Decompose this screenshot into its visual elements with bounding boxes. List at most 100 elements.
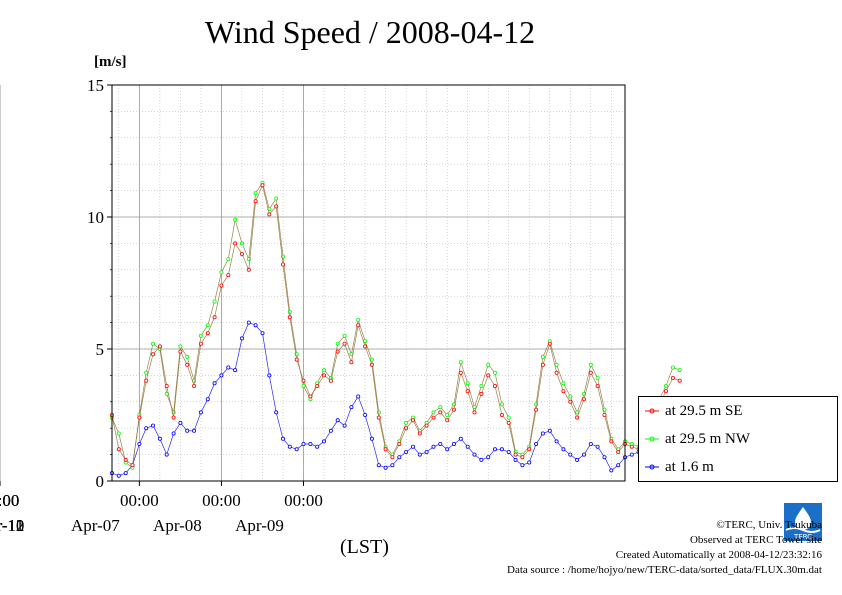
y-tick-label: 5 <box>96 340 105 359</box>
data-point <box>239 251 244 256</box>
legend-entry-nw: at 29.5 m NW <box>645 428 750 450</box>
data-point <box>349 405 354 410</box>
data-point <box>356 394 361 399</box>
data-point <box>513 457 518 462</box>
data-point <box>171 431 176 436</box>
data-point <box>451 441 456 446</box>
data-point <box>239 336 244 341</box>
data-point <box>486 373 491 378</box>
data-point <box>431 444 436 449</box>
data-point <box>192 383 197 388</box>
data-point <box>595 383 600 388</box>
x-tick-date: Apr-10 <box>0 516 24 535</box>
x-tick-time: 00:00 <box>284 491 323 510</box>
data-point <box>192 428 197 433</box>
data-point <box>445 418 450 423</box>
data-point <box>198 341 203 346</box>
data-point <box>465 389 470 394</box>
data-point <box>677 368 682 373</box>
data-point <box>123 471 128 476</box>
data-point <box>602 455 607 460</box>
data-point <box>465 381 470 386</box>
data-point <box>561 389 566 394</box>
data-point <box>287 444 292 449</box>
data-point <box>239 241 244 246</box>
data-point <box>472 410 477 415</box>
data-point <box>308 394 313 399</box>
data-point <box>506 449 511 454</box>
data-point <box>321 373 326 378</box>
data-point <box>280 262 285 267</box>
data-point <box>335 418 340 423</box>
data-point <box>205 323 210 328</box>
logo-text: TERC <box>793 533 812 541</box>
data-point <box>616 463 621 468</box>
data-point <box>588 362 593 367</box>
x-tick-time: 00:00 <box>120 491 159 510</box>
data-point <box>363 412 368 417</box>
data-point <box>397 455 402 460</box>
data-point <box>458 370 463 375</box>
data-point <box>226 273 231 278</box>
data-point <box>150 341 155 346</box>
data-point <box>363 344 368 349</box>
data-point <box>280 436 285 441</box>
data-point <box>301 383 306 388</box>
data-point <box>492 370 497 375</box>
data-point <box>492 447 497 452</box>
data-point <box>369 436 374 441</box>
data-point <box>438 410 443 415</box>
data-point <box>445 447 450 452</box>
x-tick-date: Apr-11 <box>0 516 24 535</box>
data-point <box>321 439 326 444</box>
data-point <box>260 331 265 336</box>
data-point <box>540 362 545 367</box>
created-text: Created Automatically at 2008-04-12/23:3… <box>615 549 822 561</box>
data-point <box>287 315 292 320</box>
terc-logo: TERC <box>784 503 822 541</box>
plot-frame <box>111 84 626 482</box>
data-point <box>219 270 224 275</box>
data-point <box>486 362 491 367</box>
data-point <box>274 410 279 415</box>
data-point <box>506 415 511 420</box>
data-point <box>308 441 313 446</box>
data-point <box>150 423 155 428</box>
data-point <box>486 455 491 460</box>
data-point <box>185 362 190 367</box>
data-point <box>451 407 456 412</box>
data-point <box>602 412 607 417</box>
data-point <box>205 331 210 336</box>
data-point <box>410 444 415 449</box>
data-point <box>342 341 347 346</box>
data-point <box>157 344 162 349</box>
data-point <box>233 368 238 373</box>
data-point <box>595 375 600 380</box>
series-line-2 <box>111 322 680 477</box>
data-point <box>390 455 395 460</box>
data-point <box>458 436 463 441</box>
data-point <box>116 447 121 452</box>
x-tick-date: Apr-08 <box>153 516 202 535</box>
data-point <box>301 441 306 446</box>
x-tick-date: Apr-09 <box>235 516 284 535</box>
observed-text: Observed at TERC Tower site <box>689 534 822 546</box>
copyright-text: ©TERC, Univ. Tsukuba <box>716 519 822 531</box>
data-point <box>534 407 539 412</box>
legend: at 29.5 m SE at 29.5 m NW at 1.6 m <box>638 396 838 482</box>
source-text: Data source : /home/hojyo/new/TERC-data/… <box>507 564 822 576</box>
data-point <box>417 431 422 436</box>
data-point <box>568 394 573 399</box>
data-point <box>568 452 573 457</box>
data-point <box>390 463 395 468</box>
data-point <box>356 323 361 328</box>
data-point <box>492 383 497 388</box>
data-point <box>561 381 566 386</box>
data-point <box>315 383 320 388</box>
data-point <box>438 405 443 410</box>
y-axis-label: [m/s] <box>94 54 127 70</box>
data-point <box>540 431 545 436</box>
data-point <box>404 426 409 431</box>
data-point <box>609 468 614 473</box>
data-point <box>670 365 675 370</box>
